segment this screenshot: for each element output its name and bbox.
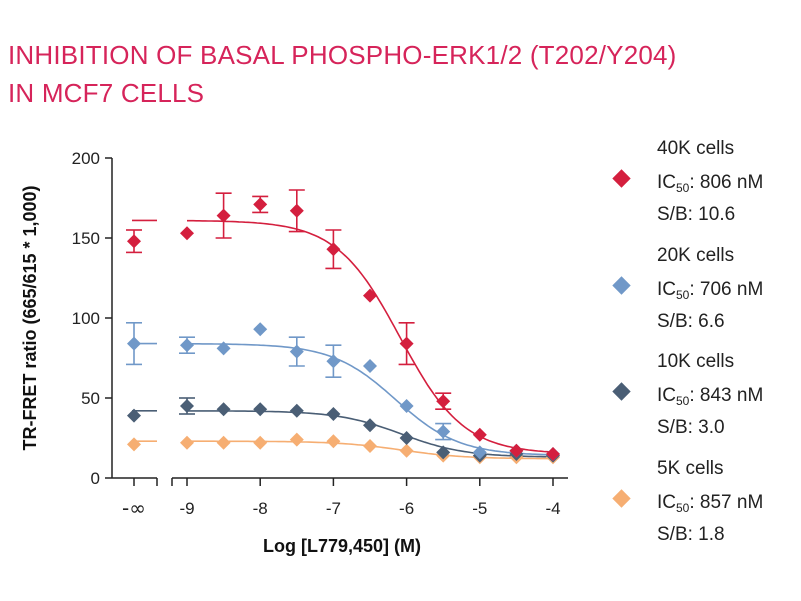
data-point-basal-series-0 <box>127 234 141 249</box>
data-point-series-2 <box>363 418 377 433</box>
legend-sb: S/B: 10.6 <box>657 204 736 225</box>
data-point-series-0 <box>326 242 341 257</box>
data-point-series-1 <box>253 322 268 337</box>
data-point-series-0 <box>509 443 524 458</box>
data-point-series-0 <box>436 394 451 409</box>
data-point-series-2 <box>436 445 451 460</box>
y-tick-label: 100 <box>72 309 100 328</box>
x-axis-label: Log [L779,450] (M) <box>263 536 421 556</box>
data-point-series-0 <box>253 197 268 212</box>
data-point-series-2 <box>180 399 194 413</box>
data-point-series-2 <box>326 407 341 421</box>
x-tick-label: -4 <box>545 499 560 518</box>
data-point-series-1 <box>326 354 341 369</box>
legend-marker-40k-icon <box>612 169 631 188</box>
data-point-series-0 <box>216 208 231 223</box>
x-tick-label: -5 <box>472 499 487 518</box>
data-point-series-0 <box>399 336 414 351</box>
data-point-basal-series-3 <box>127 437 141 452</box>
data-point-series-0 <box>363 288 377 303</box>
legend-entry-40k: 40K cells IC50: 806 nM S/B: 10.6 <box>612 134 797 234</box>
y-axis-label: TR-FRET ratio (665/615 * 1,000) <box>20 185 40 450</box>
data-point-basal-series-2 <box>127 408 141 423</box>
legend-name: 10K cells <box>657 351 735 372</box>
legend-entry-5k: 5K cells IC50: 857 nM S/B: 1.8 <box>612 454 797 554</box>
fit-curve-series-1 <box>187 342 554 456</box>
data-point-series-3 <box>326 434 341 449</box>
data-point-series-0 <box>472 427 487 442</box>
legend-marker-5k-icon <box>612 489 631 508</box>
legend-name: 5K cells <box>657 458 724 479</box>
y-tick-label: 150 <box>72 229 100 248</box>
legend-ic50: IC50: 857 nM <box>657 492 764 515</box>
data-point-series-0 <box>180 226 194 241</box>
x-tick-label-neg-inf: -∞ <box>122 496 146 520</box>
legend-name: 20K cells <box>657 245 735 266</box>
legend-ic50: IC50: 806 nM <box>657 172 764 195</box>
x-tick-label: -9 <box>179 499 194 518</box>
x-tick-label: -7 <box>326 499 341 518</box>
y-tick-label: 50 <box>81 389 100 408</box>
data-point-series-2 <box>289 403 304 418</box>
legend-marker-20k-icon <box>612 276 631 295</box>
data-point-series-1 <box>216 341 231 356</box>
data-point-series-1 <box>180 338 194 353</box>
legend-sb: S/B: 1.8 <box>657 524 725 545</box>
x-tick-label: -6 <box>399 499 414 518</box>
legend-marker-10k-icon <box>612 382 631 401</box>
y-tick-label: 0 <box>91 469 100 488</box>
data-point-series-0 <box>546 447 560 461</box>
data-point-series-1 <box>472 445 487 460</box>
data-point-series-2 <box>216 402 231 417</box>
data-point-series-3 <box>399 443 414 458</box>
data-point-series-3 <box>289 432 304 447</box>
legend-ic50: IC50: 843 nM <box>657 385 764 408</box>
x-tick-label: -8 <box>253 499 268 518</box>
data-point-series-1 <box>436 424 451 439</box>
legend-entry-10k: 10K cells IC50: 843 nM S/B: 3.0 <box>612 347 797 447</box>
chart-title-line-1: INHIBITION OF BASAL PHOSPHO-ERK1/2 (T202… <box>8 40 677 70</box>
data-point-series-1 <box>399 399 414 413</box>
legend-sb: S/B: 6.6 <box>657 311 725 332</box>
data-point-series-3 <box>180 435 194 450</box>
legend-sb: S/B: 3.0 <box>657 417 725 438</box>
data-point-series-3 <box>216 435 231 450</box>
data-point-series-1 <box>363 359 377 373</box>
y-tick-label: 200 <box>72 149 100 168</box>
chart-title-line-2: IN MCF7 CELLS <box>8 78 205 108</box>
data-point-series-3 <box>363 439 377 453</box>
data-point-series-0 <box>289 203 304 218</box>
legend-entry-20k: 20K cells IC50: 706 nM S/B: 6.6 <box>612 241 797 341</box>
data-point-series-2 <box>253 402 268 417</box>
data-point-basal-series-1 <box>127 336 141 351</box>
chart-title: INHIBITION OF BASAL PHOSPHO-ERK1/2 (T202… <box>8 36 677 112</box>
data-point-series-1 <box>289 344 304 359</box>
legend-ic50: IC50: 706 nM <box>657 279 764 302</box>
data-point-series-3 <box>253 435 268 450</box>
legend-name: 40K cells <box>657 138 735 159</box>
data-point-series-2 <box>399 431 414 445</box>
fit-curve-series-0 <box>187 219 554 453</box>
